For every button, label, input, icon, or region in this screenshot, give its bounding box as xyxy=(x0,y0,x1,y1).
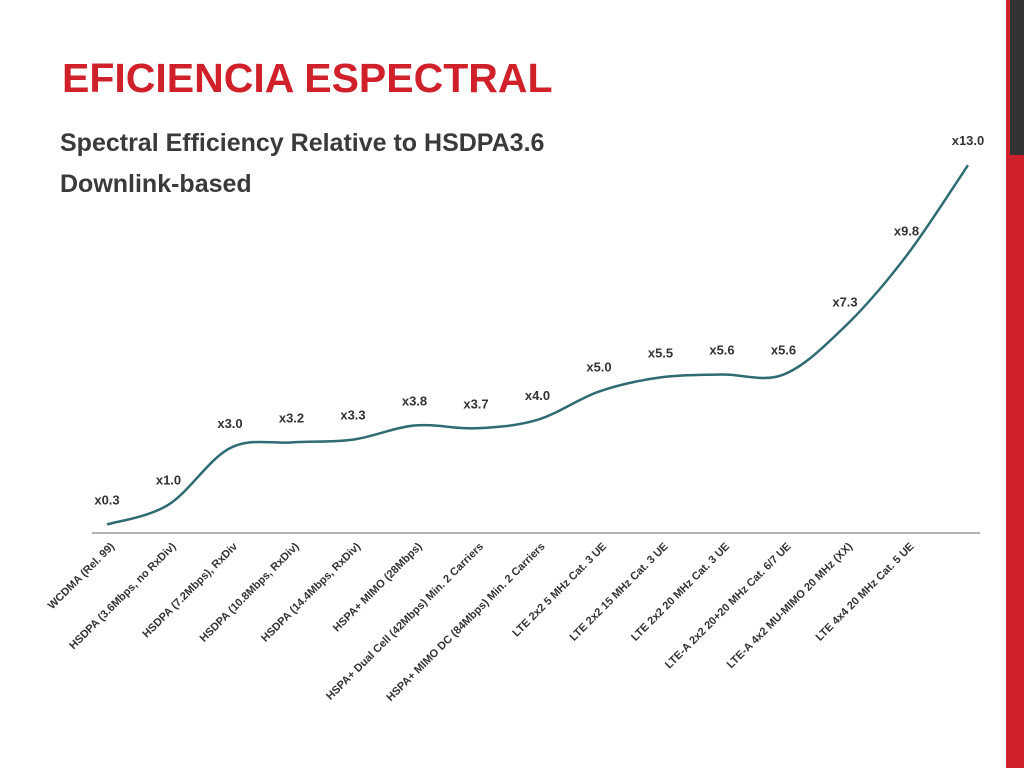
value-label: x5.5 xyxy=(648,345,673,360)
value-label: x3.0 xyxy=(217,416,242,431)
side-bar-dark xyxy=(1010,0,1024,155)
chart-subtitle: Downlink-based xyxy=(60,170,252,198)
value-label: x3.2 xyxy=(279,410,304,425)
value-label: x9.8 xyxy=(894,224,919,239)
slide-title: EFICIENCIA ESPECTRAL xyxy=(62,55,553,101)
chart-title: Spectral Efficiency Relative to HSDPA3.6 xyxy=(60,129,544,157)
value-label: x7.3 xyxy=(832,294,857,309)
value-label: x5.0 xyxy=(586,360,611,375)
value-label: x4.0 xyxy=(525,388,550,403)
side-bar xyxy=(1006,0,1024,768)
value-label: x13.0 xyxy=(952,133,985,148)
value-label: x3.3 xyxy=(340,408,365,423)
value-label: x5.6 xyxy=(771,343,796,358)
value-label: x3.8 xyxy=(402,393,427,408)
data-line xyxy=(106,164,970,526)
value-label: x3.7 xyxy=(463,396,488,411)
value-label: x1.0 xyxy=(156,473,181,488)
value-label: x0.3 xyxy=(94,493,119,508)
value-label: x5.6 xyxy=(709,343,734,358)
